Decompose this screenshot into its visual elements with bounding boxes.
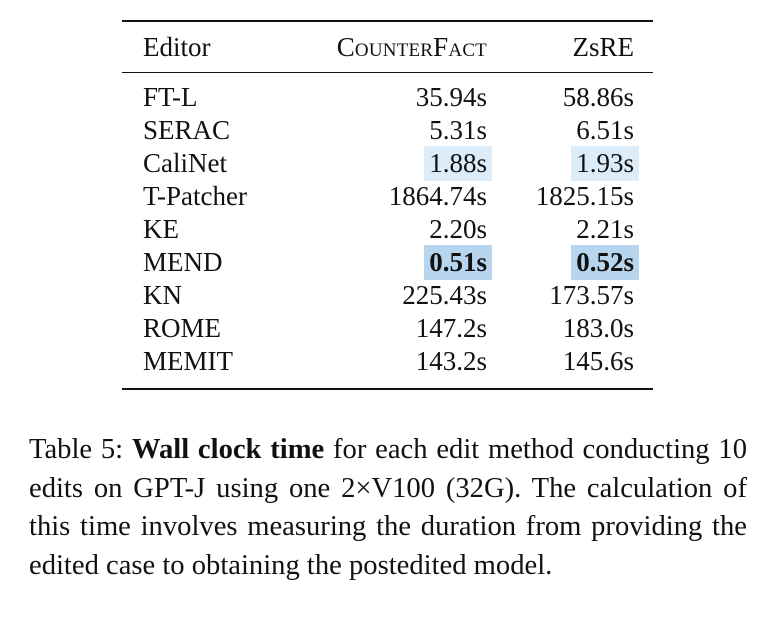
table-mid-rule [122, 72, 653, 73]
zsre-time-cell: 183.0s [563, 312, 634, 345]
zsre-time-value: 58.86s [562, 82, 634, 112]
zsre-time-value: 6.51s [576, 115, 634, 145]
counterfact-time-cell: 0.51s [424, 245, 492, 280]
zsre-time-cell: 2.21s [576, 213, 634, 246]
counterfact-time-value: 1.88s [429, 148, 487, 178]
zsre-time-cell: 1825.15s [536, 180, 634, 213]
table-caption: Table 5: Wall clock time for each edit m… [29, 431, 747, 585]
zsre-time-value: 2.21s [576, 214, 634, 244]
table-bottom-rule [122, 388, 653, 390]
cell-highlight [424, 245, 492, 280]
counterfact-time-value: 0.51s [429, 247, 487, 277]
zsre-time-value: 183.0s [562, 313, 634, 343]
counterfact-time-value: 5.31s [429, 115, 487, 145]
table-body: FT-L 35.94s 58.86s SERAC 5.31s 6.51s CaliNet 1.… [122, 81, 653, 378]
table-row: MEMIT 143.2s 145.6s [122, 345, 653, 378]
table-row: KE 2.20s 2.21s [122, 213, 653, 246]
counterfact-time-value: 225.43s [402, 280, 487, 310]
editor-cell: SERAC [143, 115, 231, 145]
table-row: FT-L 35.94s 58.86s [122, 81, 653, 114]
editor-cell: MEMIT [143, 346, 233, 376]
table-row: MEND 0.51s 0.52s [122, 245, 653, 280]
header-counterfact: CounterFact [336, 32, 487, 62]
counterfact-time-cell: 147.2s [416, 312, 487, 345]
table-row: CaliNet 1.88s 1.93s [122, 146, 653, 181]
zsre-time-cell: 6.51s [576, 114, 634, 147]
table-header-row: Editor CounterFact ZsRE [122, 22, 653, 72]
counterfact-time-cell: 1864.74s [389, 180, 487, 213]
editor-cell: ROME [143, 313, 222, 343]
table-row: KN 225.43s 173.57s [122, 279, 653, 312]
zsre-time-cell: 58.86s [563, 81, 634, 114]
zsre-time-value: 0.52s [576, 247, 634, 277]
counterfact-time-cell: 143.2s [416, 345, 487, 378]
table-row: T-Patcher 1864.74s 1825.15s [122, 180, 653, 213]
cell-highlight [571, 146, 639, 181]
table-row: ROME 147.2s 183.0s [122, 312, 653, 345]
zsre-time-value: 145.6s [562, 346, 634, 376]
editor-cell: T-Patcher [143, 181, 247, 211]
caption-label: Table 5: [29, 434, 124, 465]
table-row: SERAC 5.31s 6.51s [122, 114, 653, 147]
counterfact-time-value: 147.2s [415, 313, 487, 343]
header-editor: Editor [143, 32, 211, 62]
zsre-time-cell: 0.52s [571, 245, 639, 280]
editor-cell: KN [143, 280, 182, 310]
results-table: Editor CounterFact ZsRE FT-L 35.94s 58.86s… [122, 20, 653, 390]
table-top-rule [122, 20, 653, 22]
editor-cell: KE [143, 214, 179, 244]
counterfact-time-value: 1864.74s [388, 181, 487, 211]
zsre-time-value: 173.57s [549, 280, 634, 310]
editor-cell: MEND [143, 247, 223, 277]
zsre-time-cell: 1.93s [571, 146, 639, 181]
cell-highlight [424, 146, 492, 181]
counterfact-time-value: 143.2s [415, 346, 487, 376]
zsre-time-value: 1825.15s [535, 181, 634, 211]
editor-cell: FT-L [143, 82, 198, 112]
counterfact-time-cell: 35.94s [416, 81, 487, 114]
cell-highlight [571, 245, 639, 280]
counterfact-time-value: 35.94s [415, 82, 487, 112]
counterfact-time-cell: 5.31s [429, 114, 487, 147]
counterfact-time-cell: 225.43s [402, 279, 487, 312]
counterfact-time-cell: 1.88s [424, 146, 492, 181]
caption-bold-phrase: Wall clock time [131, 434, 325, 465]
caption-text: for each edit method conduct­ing 10 edit… [29, 434, 747, 581]
editor-cell: CaliNet [143, 148, 227, 178]
header-zsre: ZsRE [572, 32, 634, 62]
counterfact-time-cell: 2.20s [429, 213, 487, 246]
counterfact-time-value: 2.20s [429, 214, 487, 244]
zsre-time-value: 1.93s [576, 148, 634, 178]
zsre-time-cell: 173.57s [549, 279, 634, 312]
zsre-time-cell: 145.6s [563, 345, 634, 378]
